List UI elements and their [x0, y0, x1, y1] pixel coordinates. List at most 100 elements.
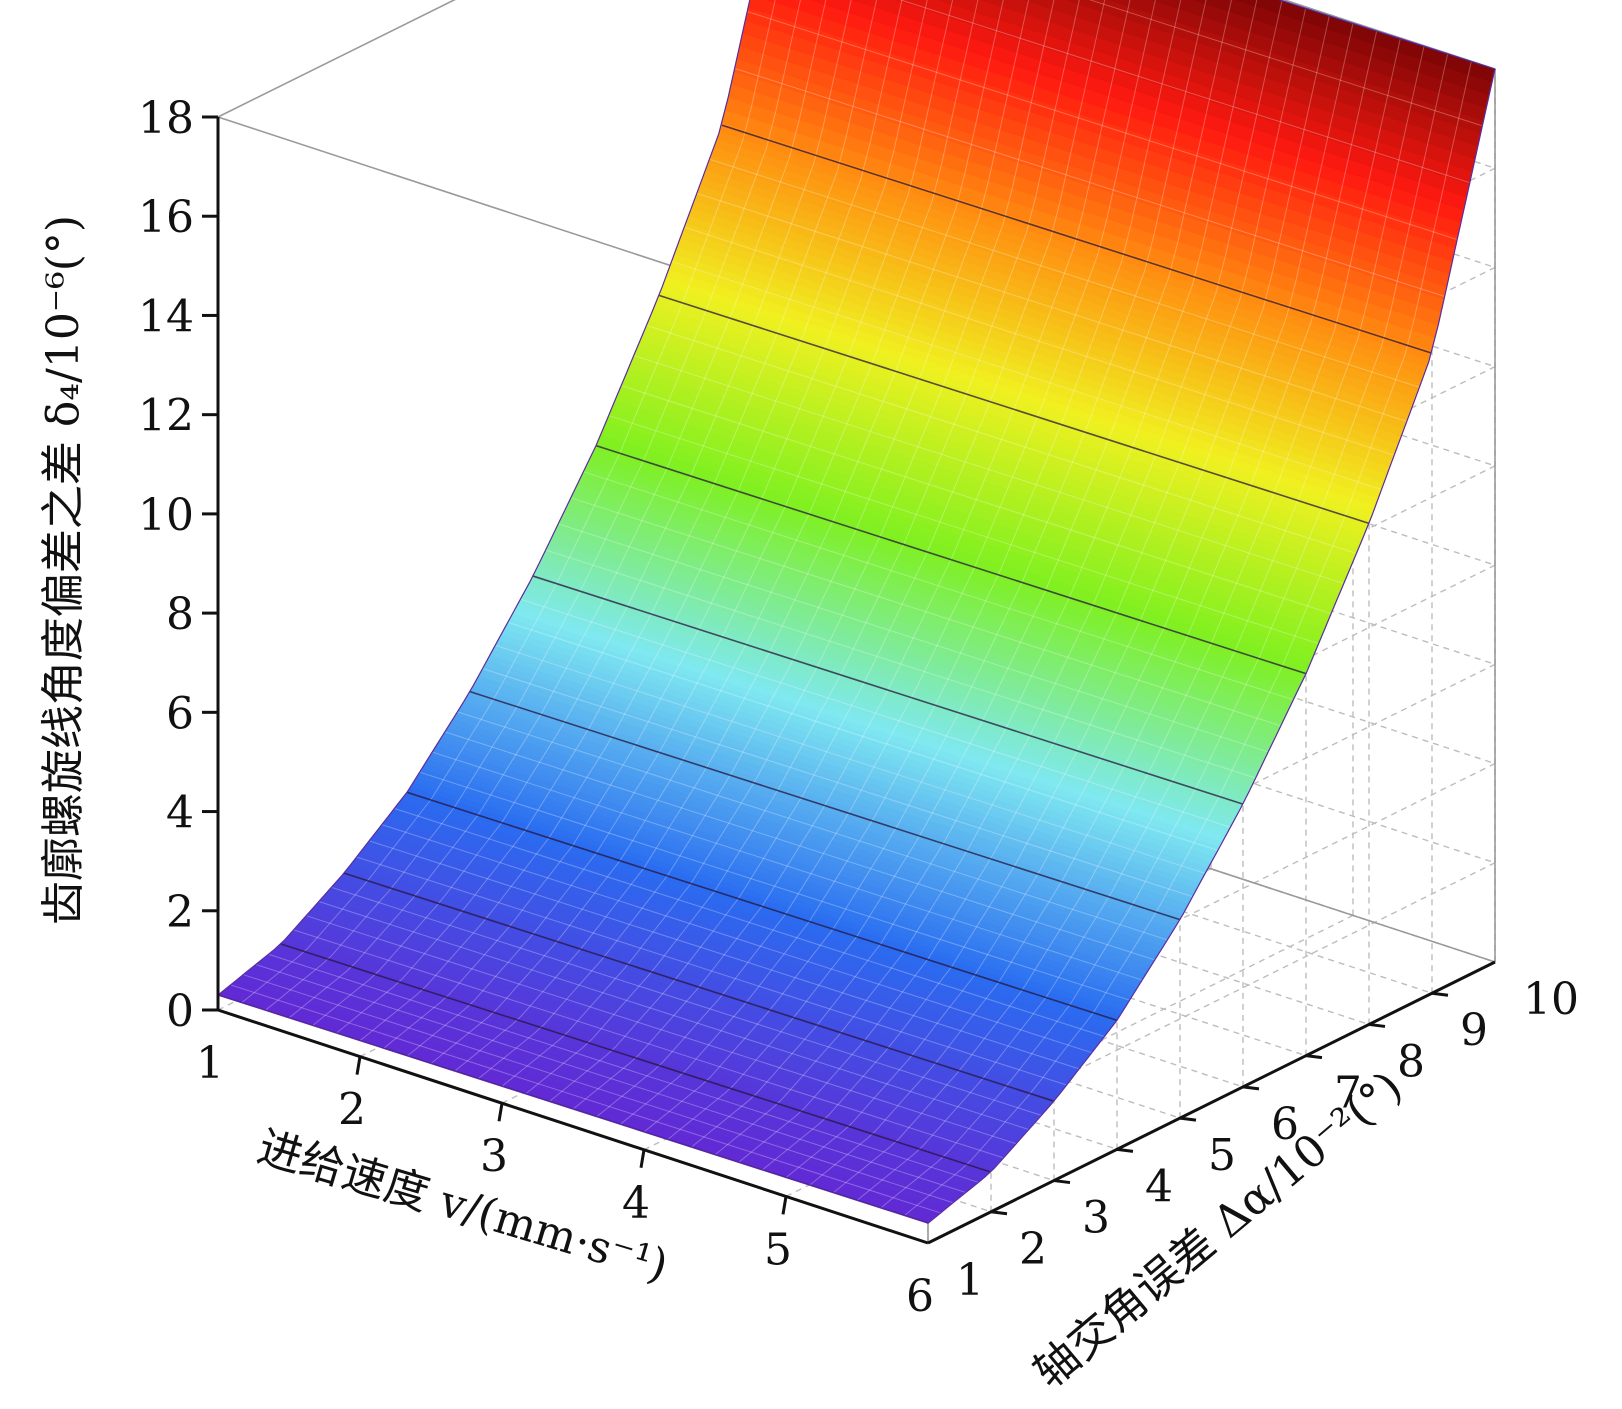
surface-mesh-line [495, 644, 1206, 874]
z-tick-label: 18 [138, 93, 194, 144]
surface-mesh-line [406, 0, 975, 1057]
x-tick-label: 6 [906, 1271, 934, 1322]
z-tick-label: 2 [166, 887, 194, 938]
surface-mesh-line [255, 964, 966, 1193]
surface-mesh-line [369, 840, 1080, 1070]
surface-mesh-line [619, 0, 1188, 1125]
surface-mesh-line [394, 807, 1105, 1037]
surface-mesh-line [356, 856, 1067, 1086]
y-tick-label: 2 [1019, 1224, 1047, 1275]
surface-mesh-line [785, 23, 1354, 1178]
y-tick-mark [1242, 1085, 1260, 1091]
z-tick-label: 8 [166, 589, 194, 640]
surface-mesh-line [264, 0, 833, 1011]
z-tick-label: 6 [166, 688, 194, 739]
y-tick-label: 1 [956, 1255, 984, 1306]
surface-mesh-line [809, 30, 1378, 1186]
y-tick-mark [1053, 1179, 1071, 1185]
y-tick-label: 4 [1145, 1161, 1173, 1212]
surface-mesh-line [671, 260, 1382, 490]
x-axis-label: 进给速度 v/(mm·s⁻¹) [252, 1122, 674, 1292]
y-tick-label: 7 [1334, 1068, 1362, 1119]
surface-mesh-line [608, 415, 1319, 645]
surface-mesh-line [596, 0, 1165, 1118]
x-axis-ticks: 1 2 3 4 5 6 [196, 1038, 934, 1322]
surface-mesh-line [856, 46, 1425, 1201]
y-tick-mark [1179, 1116, 1197, 1122]
x-tick-mark [639, 1149, 646, 1169]
surface-mesh-line [507, 621, 1218, 851]
surface-mesh-line [243, 974, 954, 1204]
surface-mesh-line [477, 0, 1046, 1080]
y-tick-mark [1305, 1054, 1323, 1060]
surface-mesh-line [709, 158, 1420, 388]
surface [216, 0, 1496, 1224]
surface-mesh-line [667, 0, 1236, 1140]
surface-mesh-line [621, 385, 1332, 615]
surface-mesh-line [747, 11, 1458, 241]
surface-mesh-line [444, 731, 1155, 961]
surface-mesh-line [525, 0, 1094, 1095]
x-tick-label: 2 [338, 1085, 366, 1136]
y-tick-label: 6 [1271, 1099, 1299, 1150]
surface-mesh-line [432, 751, 1143, 981]
surface-mesh-line [430, 0, 999, 1064]
surface-mesh-line [469, 690, 1181, 921]
surface-mesh-line [318, 901, 1029, 1131]
surface-mesh-line [734, 67, 1445, 297]
surface-mesh-line [572, 0, 1141, 1110]
surface-mesh-line [457, 711, 1168, 941]
surface-mesh-line [288, 0, 857, 1019]
surface-mesh-line [520, 598, 1231, 828]
surface-mesh-line [583, 471, 1294, 701]
y-tick-label: 8 [1397, 1036, 1425, 1087]
surface-mesh-line [293, 929, 1004, 1159]
surface-mesh-line [280, 943, 992, 1173]
z-tick-label: 14 [138, 291, 194, 342]
y-tick-label: 9 [1460, 1005, 1488, 1056]
x-tick-mark [781, 1196, 788, 1215]
surface-mesh-line [532, 575, 1244, 805]
z-tick-label: 4 [166, 788, 194, 839]
surface-mesh-line [903, 61, 1472, 1216]
z-tick-label: 12 [138, 391, 194, 442]
surface-band [781, 0, 1495, 83]
axes [216, 117, 1496, 1245]
z-axis-label: 齿廓螺旋线角度偏差之差 δ₄/10⁻⁶(°) [38, 215, 89, 925]
surface-mesh-line [482, 668, 1193, 898]
surface-mesh-line [880, 53, 1449, 1209]
x-tick-mark [355, 1056, 362, 1075]
surface-mesh-line [738, 8, 1307, 1163]
surface-mesh-line [343, 872, 1055, 1102]
y-tick-mark [1431, 991, 1449, 997]
surface-mesh-line [646, 324, 1357, 554]
z-tick-label: 10 [138, 490, 194, 541]
surface-mesh-line [383, 0, 952, 1049]
y-tick-mark [1368, 1022, 1386, 1028]
surface-mesh-line [643, 0, 1212, 1133]
surface-mesh-line [570, 497, 1281, 727]
y-tick-label: 5 [1208, 1130, 1236, 1181]
surface-mesh-line [230, 984, 941, 1214]
surface-mesh-line [759, 0, 1470, 184]
surface-mesh-line [268, 953, 979, 1183]
surface-mesh-line [406, 791, 1118, 1022]
surface-mesh-line [772, 0, 1483, 127]
surface-mesh-line [335, 0, 904, 1034]
x-tick-label: 5 [764, 1224, 792, 1275]
y-tick-mark [1116, 1147, 1134, 1153]
y-axis-line [927, 960, 1496, 1245]
x-tick-label: 4 [622, 1178, 650, 1229]
x-tick-mark [497, 1102, 504, 1122]
surface-mesh-line [761, 15, 1330, 1171]
surface-mesh-line [381, 824, 1092, 1054]
surface-mesh-line [419, 771, 1130, 1001]
surface-mesh-line [548, 0, 1117, 1102]
surface-mesh-line [690, 0, 1259, 1148]
surface-mesh-line [684, 226, 1395, 456]
x-axis-line [217, 1008, 929, 1245]
surface-mesh-line [306, 915, 1017, 1145]
surface-mesh-line [696, 192, 1407, 422]
surface-mesh-line [832, 38, 1401, 1194]
